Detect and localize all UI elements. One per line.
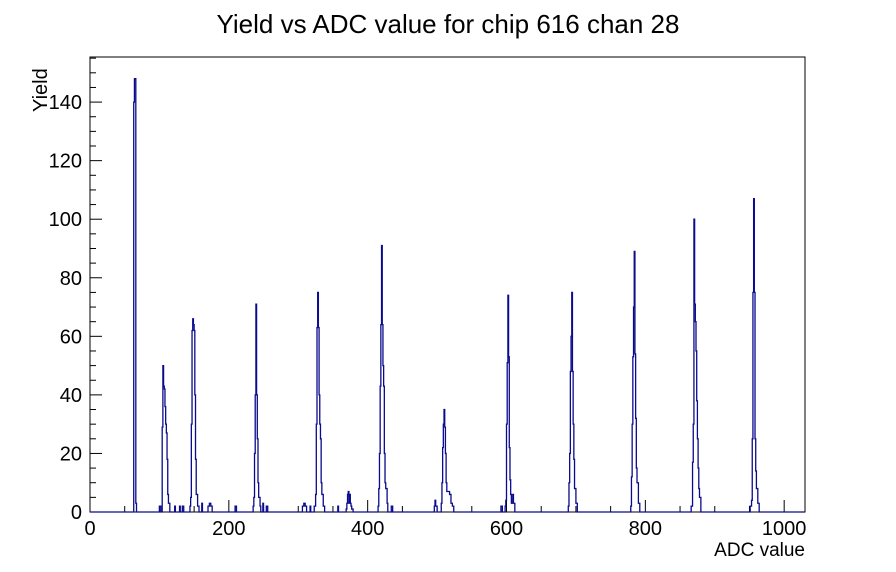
x-tick-label: 200 <box>212 518 245 540</box>
x-tick-label: 600 <box>490 518 523 540</box>
x-tick-label: 0 <box>84 518 95 540</box>
y-tick-label: 80 <box>60 268 82 290</box>
x-axis-title: ADC value <box>714 540 805 561</box>
y-tick-label: 40 <box>60 385 82 407</box>
chart-title: Yield vs ADC value for chip 616 chan 28 <box>216 9 680 39</box>
y-tick-label: 140 <box>49 92 82 114</box>
y-tick-label: 60 <box>60 326 82 348</box>
x-tick-label: 800 <box>629 518 662 540</box>
plot-frame <box>89 56 806 513</box>
x-tick-label: 1000 <box>762 518 807 540</box>
y-tick-label: 100 <box>49 209 82 231</box>
x-tick-label: 400 <box>351 518 384 540</box>
y-tick-label: 120 <box>49 151 82 173</box>
y-tick-label: 20 <box>60 443 82 465</box>
y-tick-label: 0 <box>71 502 82 524</box>
histogram-line <box>90 78 805 513</box>
